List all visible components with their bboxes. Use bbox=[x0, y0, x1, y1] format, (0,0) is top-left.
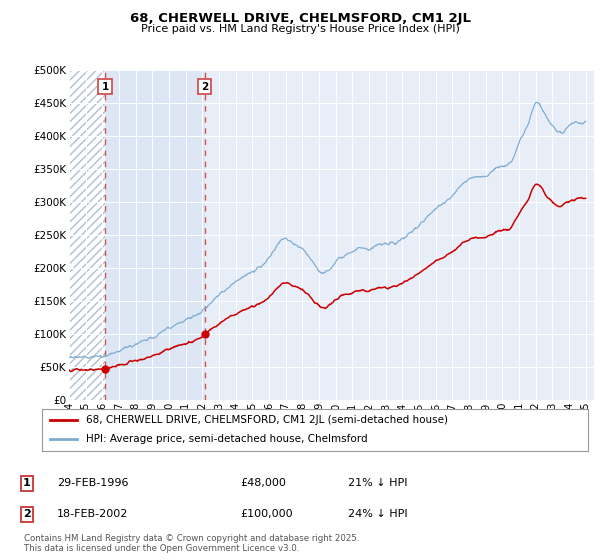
Text: 1: 1 bbox=[23, 478, 31, 488]
Text: £100,000: £100,000 bbox=[240, 509, 293, 519]
Text: HPI: Average price, semi-detached house, Chelmsford: HPI: Average price, semi-detached house,… bbox=[86, 435, 367, 445]
Text: 18-FEB-2002: 18-FEB-2002 bbox=[57, 509, 128, 519]
Text: Contains HM Land Registry data © Crown copyright and database right 2025.
This d: Contains HM Land Registry data © Crown c… bbox=[24, 534, 359, 553]
Text: 24% ↓ HPI: 24% ↓ HPI bbox=[348, 509, 407, 519]
Text: 68, CHERWELL DRIVE, CHELMSFORD, CM1 2JL (semi-detached house): 68, CHERWELL DRIVE, CHELMSFORD, CM1 2JL … bbox=[86, 415, 448, 425]
Text: 21% ↓ HPI: 21% ↓ HPI bbox=[348, 478, 407, 488]
Text: Price paid vs. HM Land Registry's House Price Index (HPI): Price paid vs. HM Land Registry's House … bbox=[140, 24, 460, 34]
Bar bbox=[105, 70, 205, 400]
Text: 2: 2 bbox=[201, 82, 208, 91]
Bar bbox=[69, 70, 105, 400]
Text: 1: 1 bbox=[101, 82, 109, 91]
Text: 2: 2 bbox=[23, 509, 31, 519]
Text: 29-FEB-1996: 29-FEB-1996 bbox=[57, 478, 128, 488]
Text: 68, CHERWELL DRIVE, CHELMSFORD, CM1 2JL: 68, CHERWELL DRIVE, CHELMSFORD, CM1 2JL bbox=[130, 12, 470, 25]
Text: £48,000: £48,000 bbox=[240, 478, 286, 488]
